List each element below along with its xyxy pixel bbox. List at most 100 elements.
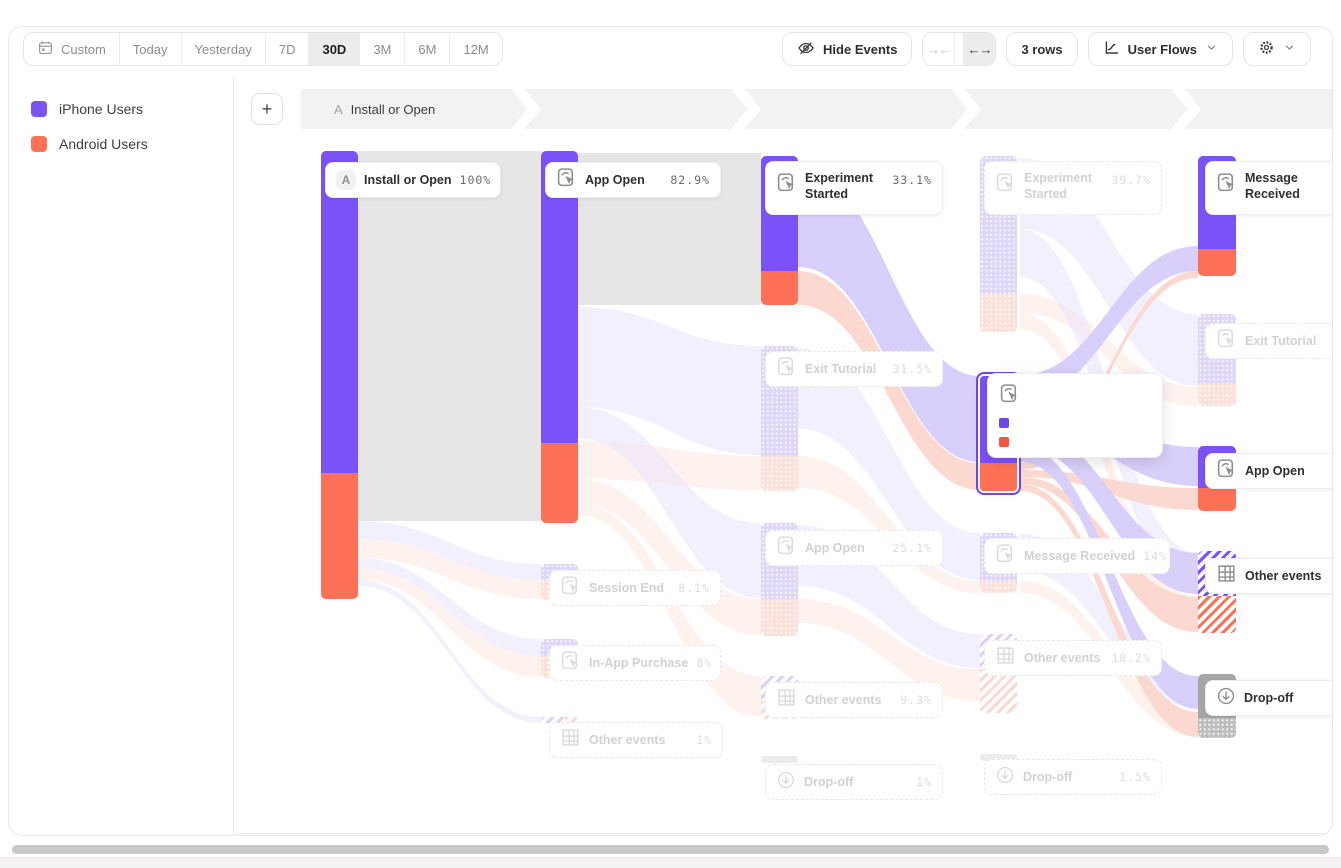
date-range-6m[interactable]: 6M [405, 33, 451, 65]
toolbar-right: Hide Events →← ←→ 3 rows User Flows [782, 32, 1311, 66]
node-dropoff-step5[interactable]: Drop-off [1205, 680, 1332, 716]
collapse-expand-toggle: →← ←→ [922, 32, 997, 66]
event-icon [1216, 328, 1237, 354]
event-icon [999, 383, 1020, 409]
event-icon [556, 167, 577, 193]
dropoff-icon [995, 765, 1015, 790]
hide-events-button[interactable]: Hide Events [782, 32, 913, 66]
tooltip-android-share [999, 437, 1151, 447]
sankey-flow-ribbon [358, 151, 541, 521]
event-icon [560, 650, 581, 676]
grid-icon [776, 687, 797, 713]
android-users-color-chip [999, 437, 1009, 447]
node-dropoff-step3[interactable]: Drop-off 1% [765, 764, 943, 800]
add-step-button[interactable]: + [251, 93, 283, 125]
legend-item-android-users[interactable]: Android Users [31, 136, 148, 152]
sankey-flow-ribbon [1020, 484, 1198, 737]
bar-app-open[interactable] [541, 151, 578, 523]
sankey-flows [358, 151, 1198, 737]
node-dropoff-step4[interactable]: Drop-off 1.5% [984, 759, 1162, 795]
sankey-flow-ribbon [578, 407, 761, 598]
event-icon [995, 172, 1016, 198]
node-install-or-open[interactable]: A Install or Open 100% [325, 162, 501, 198]
breadcrumb-step-1: A Install or Open [334, 101, 436, 117]
sankey-flow-ribbon [358, 558, 541, 656]
dropoff-icon [1216, 686, 1236, 711]
date-range-label: Custom [61, 41, 106, 57]
bar-install-or-open[interactable] [321, 151, 358, 599]
node-in-app-purchase[interactable]: In-App Purchase 8% [549, 645, 721, 681]
event-icon [995, 543, 1016, 569]
horizontal-scrollbar[interactable] [12, 845, 1329, 854]
node-message-received-step5[interactable]: Message Received [1205, 161, 1332, 215]
main-card: Custom Today Yesterday 7D 30D 3M 6M 12M … [8, 26, 1333, 836]
node-other-events-step2[interactable]: Other events 1% [549, 722, 723, 758]
event-icon [560, 575, 581, 601]
grid-icon [560, 727, 581, 753]
android-users-color-chip [31, 136, 47, 152]
date-range-custom[interactable]: Custom [24, 33, 120, 65]
sankey-flow-ribbon [358, 580, 541, 723]
node-other-events-step5[interactable]: Other events [1205, 558, 1332, 594]
sankey-flow-ribbon [1020, 271, 1198, 470]
bar-other-events-step2[interactable] [541, 717, 578, 723]
bar-exit-tutorial-step3[interactable] [761, 346, 798, 491]
event-a-badge: A [336, 170, 356, 190]
node-app-open-step3[interactable]: App Open 25.1% [765, 530, 943, 566]
node-experiment-started-step4[interactable]: Experiment Started 39.7% [984, 161, 1162, 215]
rows-button[interactable]: 3 rows [1006, 32, 1078, 66]
date-range-3m[interactable]: 3M [360, 33, 406, 65]
node-session-end[interactable]: Session End 8.1% [549, 570, 721, 606]
grid-icon [995, 645, 1016, 671]
breadcrumb[interactable]: A Install or Open [301, 89, 1332, 129]
date-range-12m[interactable]: 12M [463, 41, 489, 57]
settings-button[interactable] [1243, 32, 1311, 66]
legend-item-iphone-users[interactable]: iPhone Users [31, 101, 143, 117]
date-range-yesterday[interactable]: Yesterday [182, 33, 266, 65]
date-range-30d[interactable]: 30D [309, 33, 361, 65]
date-range-7d[interactable]: 7D [266, 33, 310, 65]
sankey-flow-ribbon [358, 521, 541, 580]
legend-divider [233, 77, 234, 835]
node-app-open-step5[interactable]: App Open [1205, 453, 1332, 489]
grid-icon [1216, 563, 1237, 589]
event-icon [776, 172, 797, 198]
node-other-events-step3[interactable]: Other events 9.3% [765, 682, 943, 718]
node-experiment-started-step3[interactable]: Experiment Started 33.1% [765, 161, 943, 215]
bar-dropoff-step3[interactable] [761, 756, 798, 763]
sankey-flow-ribbon [1020, 246, 1198, 400]
bar-dropoff-step4[interactable] [980, 754, 1017, 761]
sankey-flow-ribbon [798, 348, 980, 580]
tooltip-iphone-share [999, 418, 1151, 428]
iphone-users-color-chip [31, 101, 47, 117]
tooltip-header [999, 383, 1151, 409]
sankey-flow-ribbon [1020, 313, 1198, 631]
node-message-received-step4[interactable]: Message Received 14% [984, 538, 1170, 574]
event-icon [1216, 172, 1237, 198]
node-app-open-step2[interactable]: App Open 82.9% [545, 162, 721, 198]
event-icon [776, 535, 797, 561]
sankey-flow-ribbon [1020, 446, 1198, 709]
event-badge: A [334, 101, 343, 117]
date-range-selector: Custom Today Yesterday 7D 30D 3M 6M 12M [23, 32, 503, 66]
node-exit-tutorial-step5[interactable]: Exit Tutorial [1205, 323, 1332, 359]
sankey-flow-ribbon [578, 307, 761, 455]
sankey-flow-ribbon [358, 568, 541, 677]
sankey-flow-ribbon [798, 167, 980, 462]
sankey-flow-ribbon [358, 539, 541, 599]
collapse-columns-button[interactable]: →← [923, 33, 956, 65]
date-range-today[interactable]: Today [120, 33, 182, 65]
iphone-users-color-chip [999, 418, 1009, 428]
sankey-flow-ribbon [798, 456, 980, 593]
node-other-events-step4[interactable]: Other events 18.2% [984, 640, 1162, 676]
view-selector[interactable]: User Flows [1087, 32, 1233, 66]
exit-tutorial-tooltip[interactable] [987, 373, 1163, 458]
node-exit-tutorial-step3[interactable]: Exit Tutorial 31.5% [765, 351, 943, 387]
chart-bottom-border [233, 833, 1332, 834]
expand-columns-button[interactable]: ←→ [963, 33, 996, 65]
sankey-flow-ribbon [798, 599, 980, 701]
sankey-flow-ribbon [1020, 158, 1198, 386]
dropoff-icon [776, 770, 796, 795]
event-icon [1216, 458, 1237, 484]
event-icon [776, 356, 797, 382]
